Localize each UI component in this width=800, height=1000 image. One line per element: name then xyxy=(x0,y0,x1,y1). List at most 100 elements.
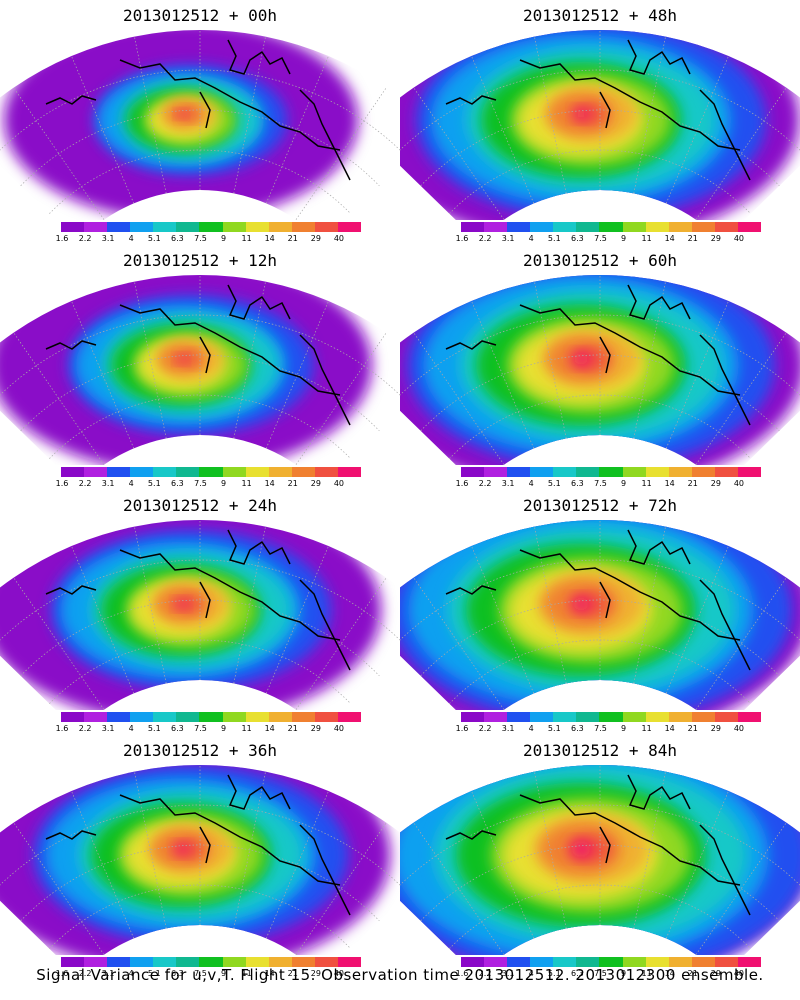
colorbar-swatch xyxy=(668,222,692,232)
colorbar-swatch xyxy=(268,467,292,477)
colorbar-swatch xyxy=(61,467,85,477)
colorbar-tick-label: 4 xyxy=(128,969,134,978)
colorbar-swatch xyxy=(107,712,131,722)
colorbar-tick-label: 6.3 xyxy=(571,479,584,488)
colorbar-tick-label: 7.5 xyxy=(594,479,607,488)
colorbar-ticks: 1.6 2.2 3.1 4 5.1 6.3 7.5 9 11 14 21 29 40 xyxy=(55,969,355,981)
colorbar-swatch xyxy=(222,467,246,477)
colorbar-swatch xyxy=(107,957,131,967)
colorbar-swatch xyxy=(599,222,623,232)
colorbar-tick-label: 21 xyxy=(687,479,698,488)
map-panel-p24: 2013012512 + 24h 1.6 2.2 3.1 4 5.1 6.3 7.5 9 11 14… xyxy=(0,490,400,735)
map-panel-p72: 2013012512 + 72h 1.6 2.2 3.1 4 5.1 6.3 7.5 9 11 14… xyxy=(400,490,800,735)
colorbar-tick-label: 4 xyxy=(128,234,134,243)
colorbar-swatch xyxy=(691,712,715,722)
colorbar-swatch xyxy=(507,467,531,477)
panel-title: 2013012512 + 84h xyxy=(522,741,678,760)
colorbar-swatch xyxy=(199,467,223,477)
colorbar-tick-label: 2.2 xyxy=(478,724,492,733)
colorbar-swatch xyxy=(245,467,269,477)
colorbar-tick-label: 1.6 xyxy=(55,724,69,733)
colorbar-tick-label: 40 xyxy=(733,234,745,243)
colorbar-tick-label: 40 xyxy=(333,969,345,978)
colorbar-tick-label: 2.2 xyxy=(478,969,492,978)
colorbar-tick-label: 21 xyxy=(287,724,298,733)
colorbar-tick-label: 11 xyxy=(641,724,652,733)
colorbar-tick-label: 11 xyxy=(241,969,252,978)
coastline xyxy=(445,284,751,426)
colorbar-swatch xyxy=(599,467,623,477)
colorbar-swatch xyxy=(622,957,646,967)
colorbar-tick-label: 29 xyxy=(710,479,721,488)
colorbar-tick-label: 29 xyxy=(310,969,321,978)
colorbar-tick-label: 9 xyxy=(220,724,227,733)
colorbar xyxy=(461,467,762,477)
colorbar-tick-label: 2.2 xyxy=(478,234,492,243)
variance-contour xyxy=(175,354,187,364)
colorbar-tick-label: 40 xyxy=(733,479,745,488)
colorbar-tick-label: 3.1 xyxy=(101,969,115,978)
colorbar-tick-label: 7.5 xyxy=(194,724,207,733)
colorbar-swatch xyxy=(484,467,508,477)
variance-contour xyxy=(173,843,189,855)
colorbar-swatch xyxy=(737,957,762,967)
colorbar-tick-label: 6.3 xyxy=(571,724,584,733)
coastline xyxy=(45,774,351,916)
colorbar-tick-label: 7.5 xyxy=(194,969,207,978)
colorbar-swatch xyxy=(337,467,362,477)
variance-contour xyxy=(174,599,188,609)
colorbar-swatch xyxy=(530,467,554,477)
colorbar-tick-label: 2.2 xyxy=(78,234,92,243)
colorbar-swatch xyxy=(553,222,577,232)
map-panel-p36: 2013012512 + 36h 1.6 2.2 3.1 4 5.1 6.3 7.5 9 11 14… xyxy=(0,735,400,980)
colorbar-swatch xyxy=(61,712,85,722)
colorbar-tick-label: 5.1 xyxy=(547,969,561,978)
variance-map xyxy=(400,520,800,710)
colorbar xyxy=(61,222,362,232)
colorbar-swatch xyxy=(576,712,600,722)
graticule xyxy=(400,765,800,955)
colorbar-swatch xyxy=(245,712,269,722)
colorbar-swatch xyxy=(599,957,623,967)
variance-map xyxy=(400,275,800,465)
colorbar-tick-label: 7.5 xyxy=(594,234,607,243)
colorbar-tick-label: 29 xyxy=(710,724,721,733)
colorbar-ticks: 1.6 2.2 3.1 4 5.1 6.3 7.5 9 11 14 21 29 40 xyxy=(55,479,355,491)
panel-title: 2013012512 + 00h xyxy=(122,6,278,25)
colorbar-tick-label: 5.1 xyxy=(147,969,161,978)
colorbar-swatch xyxy=(222,222,246,232)
colorbar-ticks: 1.6 2.2 3.1 4 5.1 6.3 7.5 9 11 14 21 29 40 xyxy=(455,479,755,491)
variance-map xyxy=(400,30,800,220)
colorbar-swatch xyxy=(314,467,338,477)
colorbar-swatch xyxy=(553,957,577,967)
coastline xyxy=(445,774,751,916)
colorbar-swatch xyxy=(176,467,200,477)
variance-field xyxy=(0,765,391,955)
colorbar-tick-label: 3.1 xyxy=(501,724,515,733)
graticule xyxy=(400,275,800,465)
colorbar-tick-label: 9 xyxy=(220,234,227,243)
colorbar xyxy=(61,712,362,722)
colorbar-ticks: 1.6 2.2 3.1 4 5.1 6.3 7.5 9 11 14 21 29 40 xyxy=(455,234,755,246)
colorbar-tick-label: 1.6 xyxy=(455,234,469,243)
figure-caption: Signal Variance for u,v,T. Flight 15. Ob… xyxy=(36,966,764,984)
colorbar-tick-label: 21 xyxy=(687,969,698,978)
colorbar-swatch xyxy=(268,712,292,722)
variance-contour xyxy=(571,596,591,612)
colorbar-swatch xyxy=(130,467,154,477)
colorbar-swatch xyxy=(645,467,669,477)
colorbar-tick-label: 9 xyxy=(220,969,227,978)
variance-map xyxy=(0,275,400,465)
colorbar-tick-label: 5.1 xyxy=(547,479,561,488)
variance-map xyxy=(0,30,400,220)
colorbar-swatch xyxy=(84,712,108,722)
colorbar-tick-label: 29 xyxy=(710,969,721,978)
colorbar-tick-label: 2.2 xyxy=(478,479,492,488)
colorbar-swatch xyxy=(530,222,554,232)
colorbar-swatch xyxy=(153,712,177,722)
colorbar-swatch xyxy=(291,467,315,477)
variance-map xyxy=(400,765,800,955)
colorbar-tick-label: 21 xyxy=(287,969,298,978)
colorbar-tick-label: 9 xyxy=(620,724,627,733)
colorbar-tick-label: 4 xyxy=(128,724,134,733)
